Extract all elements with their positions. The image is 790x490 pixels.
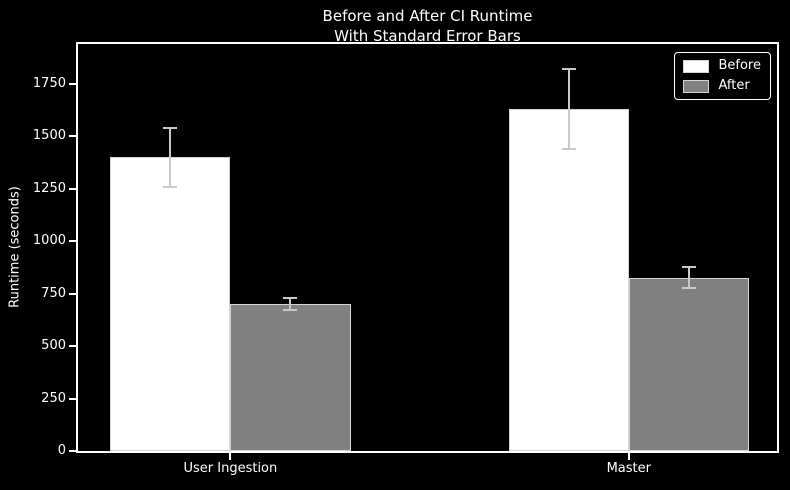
legend-label: Before xyxy=(718,58,761,73)
error-bar-cap xyxy=(561,68,576,71)
x-tick-mark xyxy=(229,453,232,460)
x-tick-mark xyxy=(627,453,630,460)
x-tick-label: Master xyxy=(606,461,651,476)
error-bar-cap xyxy=(163,126,178,129)
error-bar-cap xyxy=(163,185,178,188)
error-bar-cap xyxy=(283,296,298,299)
y-tick-mark xyxy=(69,187,76,190)
y-tick-mark xyxy=(69,240,76,243)
error-bar-line xyxy=(687,267,690,289)
bar-after-user-ingestion xyxy=(230,304,351,451)
plot-area: Before After xyxy=(69,42,779,460)
legend-swatch-after xyxy=(683,79,710,93)
y-tick-label: 1250 xyxy=(32,180,66,196)
error-bar-cap xyxy=(681,287,696,290)
bar-before-user-ingestion xyxy=(110,157,231,451)
y-tick-label: 1000 xyxy=(32,233,66,249)
y-tick-mark xyxy=(69,82,76,85)
chart-title: Before and After CI Runtime With Standar… xyxy=(322,7,533,46)
y-tick-label: 1500 xyxy=(32,128,66,144)
y-tick-label: 750 xyxy=(41,285,66,301)
error-bar-cap xyxy=(283,309,298,312)
y-tick-mark xyxy=(69,135,76,138)
error-bar-line xyxy=(567,69,570,149)
error-bar-cap xyxy=(681,266,696,269)
bar-before-master xyxy=(508,109,629,451)
error-bar-cap xyxy=(561,147,576,150)
y-tick-label: 1750 xyxy=(32,75,66,91)
legend-item: After xyxy=(683,79,761,93)
legend: Before After xyxy=(674,52,771,100)
error-bar-line xyxy=(169,127,172,187)
y-tick-mark xyxy=(69,397,76,400)
y-tick-mark xyxy=(69,292,76,295)
legend-label: After xyxy=(718,78,750,93)
y-tick-label: 0 xyxy=(57,443,66,458)
bar-after-master xyxy=(628,277,750,451)
y-tick-mark xyxy=(69,450,76,452)
error-bar-line xyxy=(289,297,292,311)
y-tick-label: 500 xyxy=(41,338,66,354)
legend-swatch-before xyxy=(683,59,710,73)
y-tick-mark xyxy=(69,345,76,348)
y-tick-label: 250 xyxy=(41,390,66,406)
x-tick-label: User Ingestion xyxy=(183,461,278,476)
legend-item: Before xyxy=(683,59,761,73)
